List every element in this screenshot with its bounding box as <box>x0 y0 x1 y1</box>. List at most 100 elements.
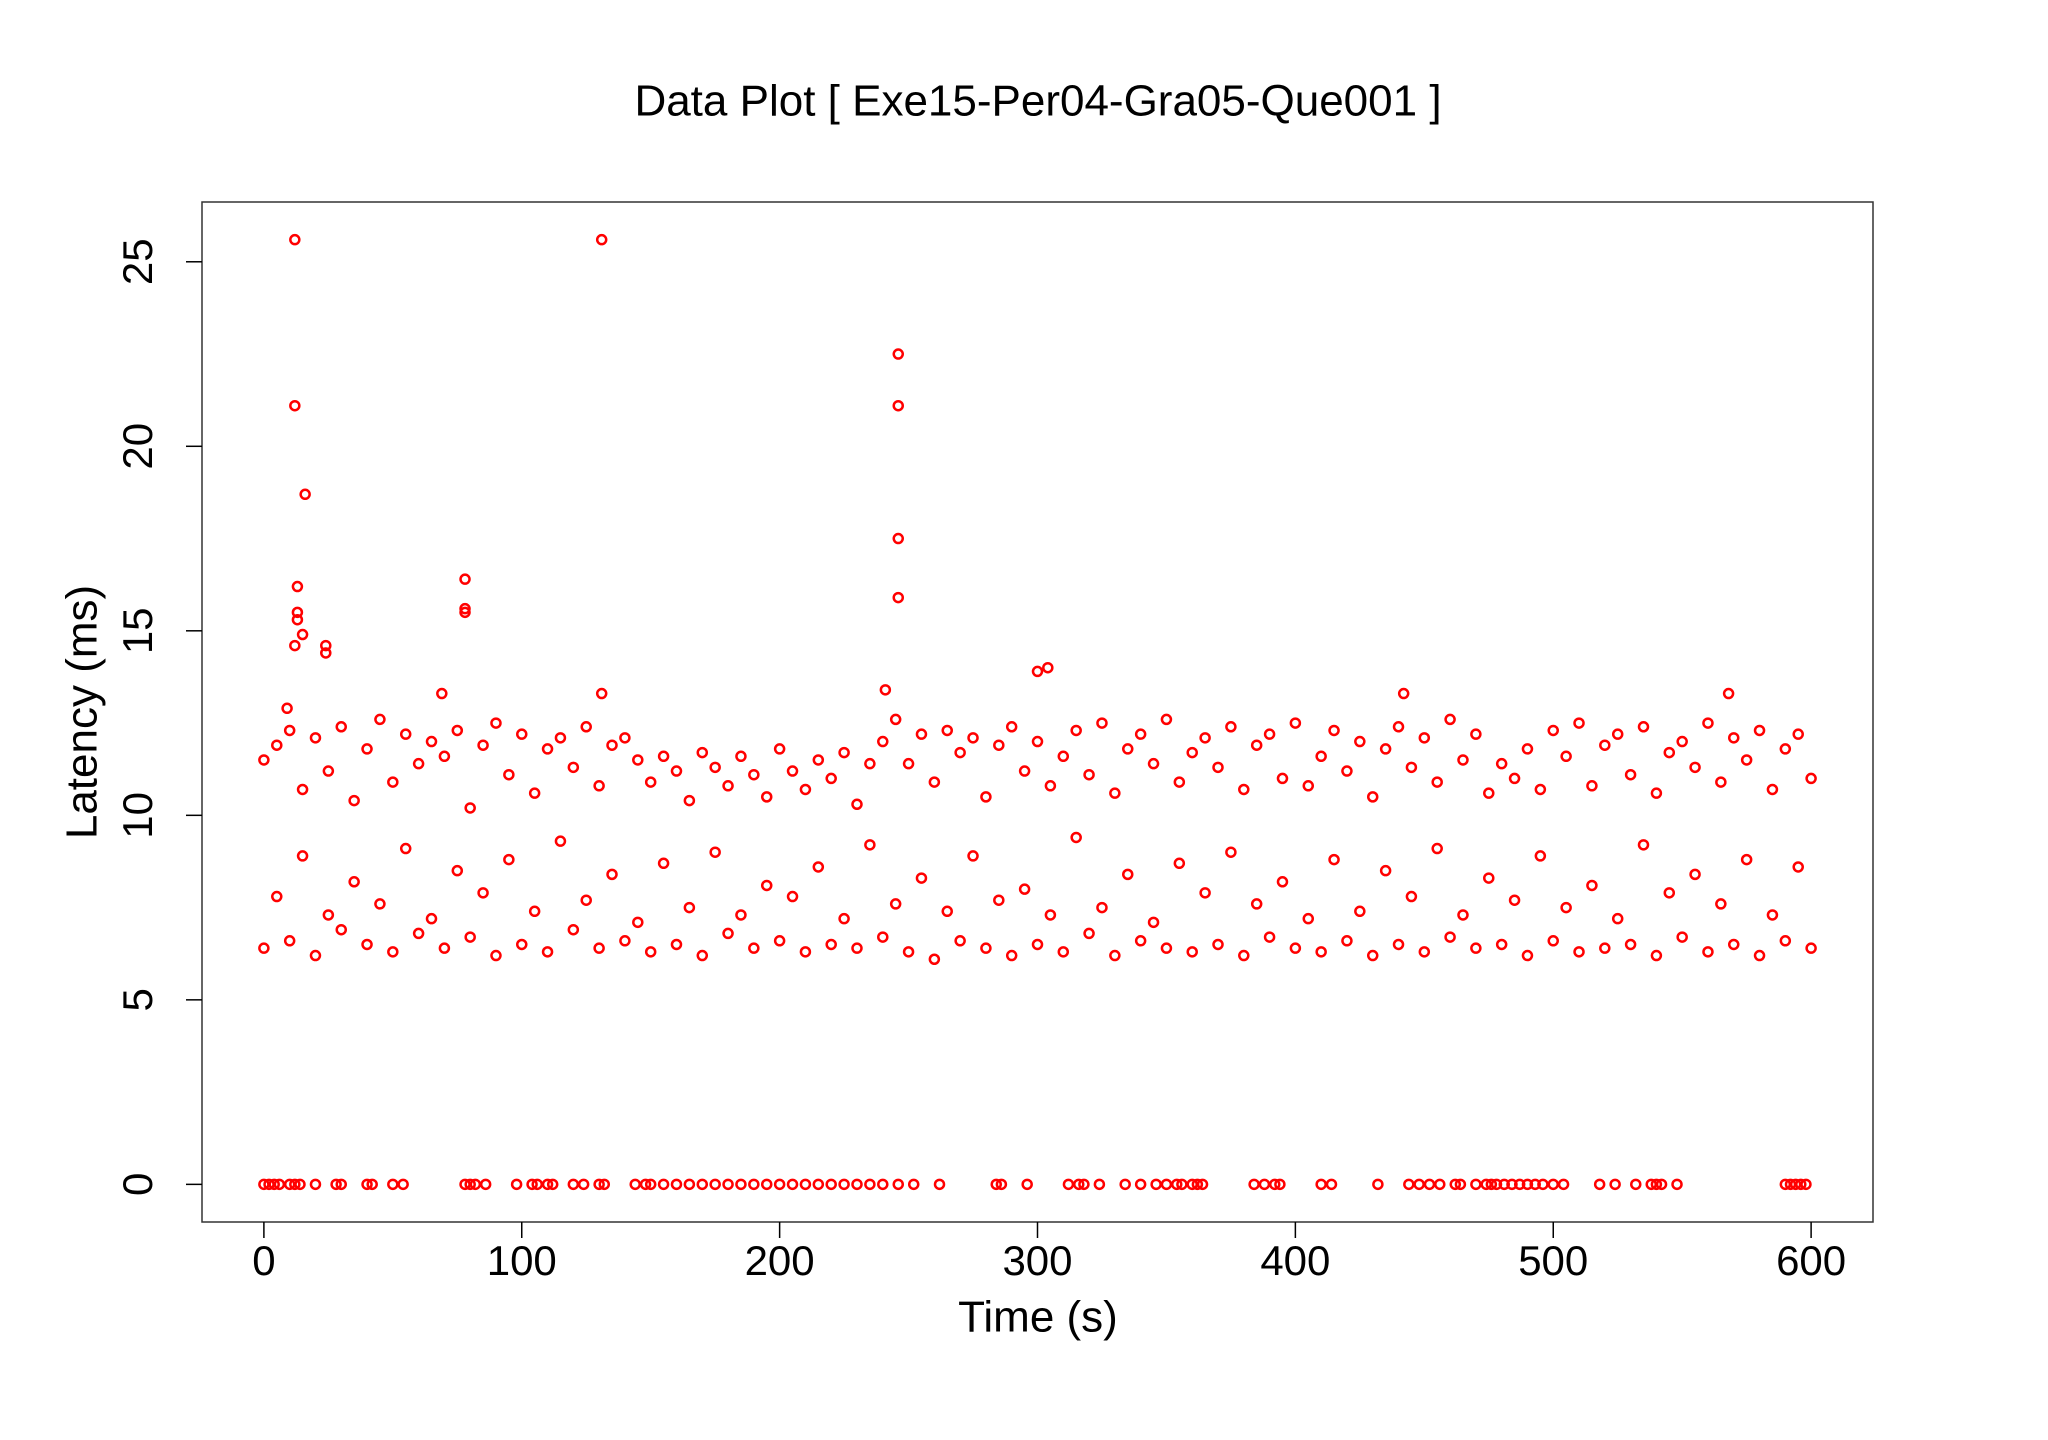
point <box>1238 783 1250 796</box>
x-tick-label: 300 <box>1002 1237 1072 1284</box>
point <box>1547 724 1559 737</box>
point <box>1403 1178 1415 1191</box>
point <box>1521 743 1534 755</box>
point <box>1070 724 1082 737</box>
point <box>709 846 721 858</box>
point <box>812 754 825 766</box>
point <box>879 684 892 696</box>
point <box>322 909 335 921</box>
point <box>1560 901 1572 914</box>
point <box>619 732 631 744</box>
point <box>812 861 825 873</box>
point <box>1485 1178 1498 1191</box>
point <box>993 739 1005 751</box>
point <box>510 1178 523 1191</box>
point <box>629 1178 641 1191</box>
point <box>320 639 332 652</box>
point <box>907 1178 920 1191</box>
point <box>320 647 332 659</box>
point <box>1753 949 1766 962</box>
point <box>516 938 528 951</box>
point <box>889 898 902 910</box>
point <box>1573 946 1585 958</box>
point <box>1722 687 1735 700</box>
point <box>709 761 721 774</box>
point <box>1676 735 1688 748</box>
point <box>1521 949 1534 962</box>
point <box>1250 739 1263 751</box>
point <box>412 927 425 940</box>
point <box>1434 1178 1446 1191</box>
point <box>683 794 696 807</box>
point <box>980 942 992 954</box>
point <box>632 916 644 929</box>
point <box>1366 791 1379 803</box>
point <box>967 732 979 744</box>
point <box>1740 853 1753 866</box>
point <box>606 868 618 881</box>
point <box>1728 732 1740 744</box>
point <box>412 757 425 770</box>
point <box>941 905 953 918</box>
point <box>554 835 567 847</box>
point <box>1792 861 1804 873</box>
point <box>595 687 608 700</box>
point <box>289 399 301 412</box>
point <box>1225 721 1237 733</box>
point <box>722 780 734 792</box>
point <box>374 898 386 910</box>
point <box>1599 942 1611 954</box>
chart-title: Data Plot [ Exe15-Per04-Gra05-Que001 ] <box>634 77 1441 126</box>
point <box>296 628 309 641</box>
x-tick-label: 600 <box>1776 1237 1846 1284</box>
point <box>644 776 657 788</box>
point <box>1379 864 1392 877</box>
point <box>773 743 786 755</box>
point <box>1449 1178 1461 1191</box>
point <box>1663 887 1676 899</box>
point <box>722 927 734 940</box>
x-tick-label: 100 <box>487 1237 557 1284</box>
point <box>335 1178 347 1191</box>
point <box>425 735 438 748</box>
point <box>361 1178 373 1191</box>
point <box>477 739 489 751</box>
point <box>696 746 709 759</box>
point <box>1366 949 1379 962</box>
point <box>990 1178 1002 1191</box>
point <box>291 606 304 619</box>
point <box>851 942 863 954</box>
point <box>1119 1178 1131 1191</box>
point <box>670 1178 683 1191</box>
point <box>683 901 696 914</box>
point <box>464 931 476 943</box>
point <box>619 935 631 947</box>
point <box>528 787 541 799</box>
point <box>1766 909 1779 921</box>
point <box>283 935 296 947</box>
point <box>1645 1178 1657 1191</box>
point <box>1444 931 1456 943</box>
point <box>1212 938 1224 951</box>
point <box>1044 909 1057 921</box>
point <box>851 798 863 811</box>
point <box>1470 942 1482 954</box>
point <box>1470 1178 1482 1191</box>
point <box>541 743 554 755</box>
point <box>1766 783 1779 796</box>
point <box>1250 898 1263 910</box>
point <box>825 938 837 951</box>
point <box>503 853 515 866</box>
point <box>760 879 773 892</box>
point <box>1753 724 1766 737</box>
point <box>928 776 941 788</box>
point <box>954 935 966 947</box>
point <box>1248 1178 1260 1191</box>
point <box>993 894 1005 906</box>
point <box>877 931 889 943</box>
point <box>425 912 438 925</box>
y-tick-label: 25 <box>114 238 161 285</box>
point <box>1109 787 1121 799</box>
point <box>438 750 451 763</box>
point <box>1444 713 1456 726</box>
